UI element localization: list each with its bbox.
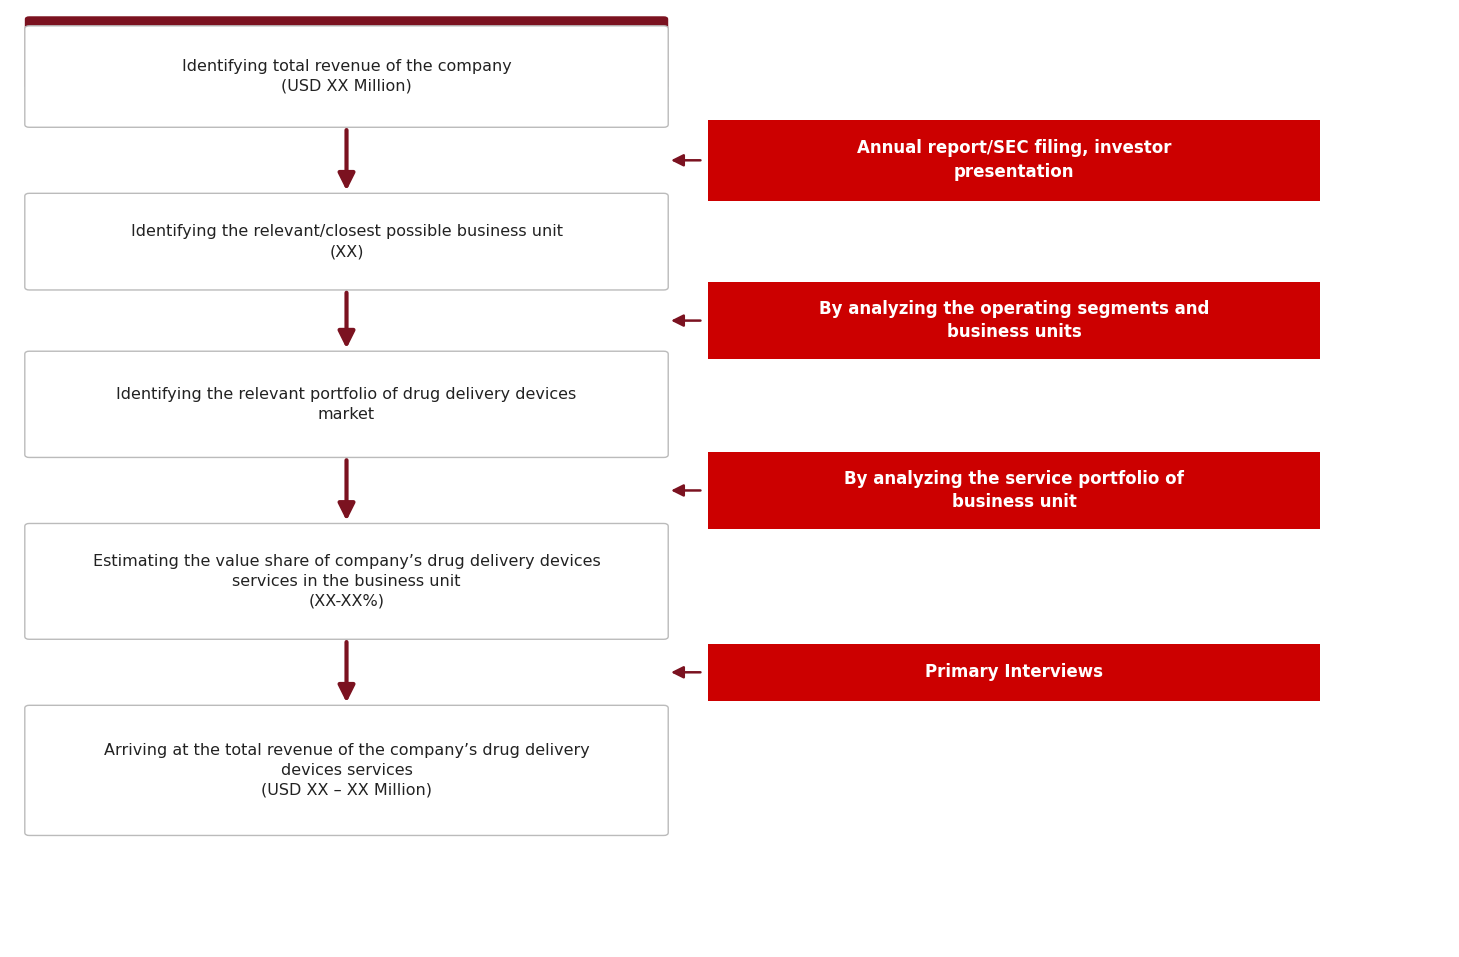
- Text: Arriving at the total revenue of the company’s drug delivery
devices services
(U: Arriving at the total revenue of the com…: [104, 743, 589, 798]
- FancyBboxPatch shape: [708, 643, 1320, 701]
- FancyBboxPatch shape: [25, 16, 668, 89]
- FancyBboxPatch shape: [25, 523, 668, 639]
- Text: Estimating the value share of company’s drug delivery devices
services in the bu: Estimating the value share of company’s …: [92, 554, 601, 609]
- Text: Identifying total revenue of the company
(USD XX Million): Identifying total revenue of the company…: [181, 59, 512, 94]
- Text: Identifying the relevant/closest possible business unit
(XX): Identifying the relevant/closest possibl…: [130, 224, 563, 259]
- Text: Annual report/SEC filing, investor
presentation: Annual report/SEC filing, investor prese…: [856, 140, 1172, 181]
- Text: By analyzing the operating segments and
business units: By analyzing the operating segments and …: [818, 300, 1210, 342]
- FancyBboxPatch shape: [25, 705, 668, 835]
- FancyBboxPatch shape: [25, 26, 668, 127]
- FancyBboxPatch shape: [708, 282, 1320, 359]
- Text: Primary Interviews: Primary Interviews: [925, 663, 1103, 681]
- Text: Company Revenue Estimation Illustration: Company Revenue Estimation Illustration: [109, 43, 584, 62]
- FancyBboxPatch shape: [25, 193, 668, 290]
- FancyBboxPatch shape: [25, 351, 668, 457]
- FancyBboxPatch shape: [708, 120, 1320, 201]
- FancyBboxPatch shape: [708, 452, 1320, 528]
- Text: By analyzing the service portfolio of
business unit: By analyzing the service portfolio of bu…: [845, 470, 1183, 511]
- Text: Identifying the relevant portfolio of drug delivery devices
market: Identifying the relevant portfolio of dr…: [117, 387, 576, 422]
